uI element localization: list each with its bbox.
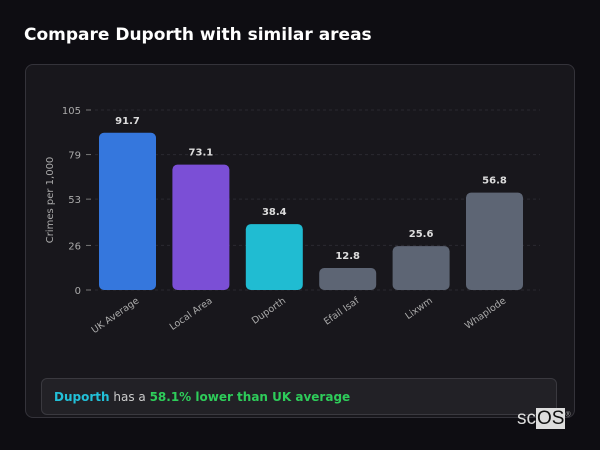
y-tick-label: 0 bbox=[75, 286, 81, 297]
y-tick-label: 79 bbox=[68, 151, 81, 162]
x-tick-label: UK Average bbox=[90, 295, 142, 336]
logo: scOS® bbox=[517, 408, 571, 429]
x-tick-label: Whaplode bbox=[463, 295, 508, 331]
x-tick-label: Lixwm bbox=[403, 295, 434, 322]
y-axis-label: Crimes per 1,000 bbox=[45, 157, 56, 244]
data-label: 12.8 bbox=[335, 251, 360, 262]
bar[interactable] bbox=[319, 268, 377, 290]
data-label: 56.8 bbox=[482, 176, 507, 187]
summary-comparison: 58.1% lower than UK average bbox=[149, 390, 351, 404]
y-tick-label: 53 bbox=[68, 195, 81, 206]
x-tick-label: Local Area bbox=[168, 295, 215, 332]
summary-area: Duporth bbox=[54, 390, 110, 404]
page-title: Compare Duporth with similar areas bbox=[24, 25, 372, 45]
y-tick-label: 105 bbox=[62, 106, 81, 117]
data-label: 73.1 bbox=[189, 148, 214, 159]
bar[interactable] bbox=[99, 132, 156, 290]
bar[interactable] bbox=[172, 164, 230, 290]
summary-text: has a bbox=[109, 390, 150, 404]
summary-box: Duporth has a 58.1% lower than UK averag… bbox=[41, 378, 557, 415]
y-tick-label: 26 bbox=[68, 241, 81, 252]
bar[interactable] bbox=[466, 192, 523, 290]
bar[interactable] bbox=[392, 246, 450, 290]
data-label: 91.7 bbox=[115, 116, 140, 127]
data-label: 25.6 bbox=[409, 229, 434, 240]
x-tick-label: Efail Isaf bbox=[322, 295, 362, 328]
data-label: 38.4 bbox=[262, 207, 287, 218]
x-tick-label: Duporth bbox=[250, 295, 288, 326]
bar[interactable] bbox=[245, 224, 303, 290]
